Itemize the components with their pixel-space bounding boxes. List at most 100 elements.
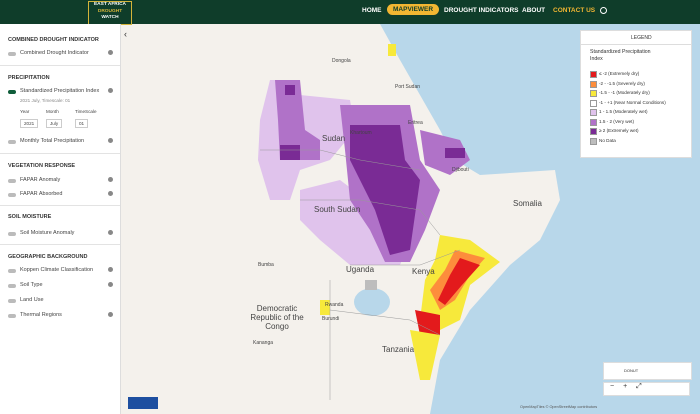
- nav-link[interactable]: ABOUT: [522, 7, 546, 14]
- info-icon[interactable]: [108, 88, 113, 93]
- info-icon[interactable]: [108, 267, 113, 272]
- map-label: Burundi: [322, 316, 340, 322]
- basemap-switcher[interactable]: DONUT: [603, 362, 692, 380]
- legend-label: -1.5 - -1 (Moderately dry): [599, 90, 650, 95]
- info-icon[interactable]: [108, 312, 113, 317]
- layer-name[interactable]: FAPAR Absorbed: [20, 191, 63, 197]
- layer-name[interactable]: Land Use: [20, 297, 44, 303]
- map-toolbar[interactable]: −+⤢: [603, 382, 690, 396]
- section-title: GEOGRAPHIC BACKGROUND: [8, 254, 88, 260]
- spi-cells: [258, 44, 500, 380]
- nav-link[interactable]: MAPVIEWER: [387, 4, 440, 15]
- logo[interactable]: EAST AFRICA DROUGHT WATCH: [88, 1, 132, 25]
- legend-label: ≤ -2 (Extremely dry): [599, 71, 640, 76]
- legend-swatch: [590, 137, 597, 145]
- layer-name[interactable]: Thermal Regions: [20, 312, 62, 318]
- legend-swatch: [590, 71, 597, 78]
- map-label: Kananga: [253, 340, 274, 346]
- sidebar: COMBINED DROUGHT INDICATOR Combined Drou…: [0, 24, 158, 414]
- toggle[interactable]: [8, 269, 16, 273]
- legend-label: -2 - -1.5 (Severely dry): [599, 80, 645, 86]
- legend-swatch: [590, 118, 597, 126]
- map-label: Kenya: [412, 267, 435, 276]
- map-label: Eritrea: [408, 120, 423, 126]
- info-icon[interactable]: [108, 50, 113, 55]
- toggle[interactable]: [8, 193, 16, 197]
- borders: [260, 149, 461, 400]
- layer-name[interactable]: Koppen Climate Classification: [20, 267, 94, 273]
- toggle[interactable]: [8, 314, 16, 318]
- divider: [0, 205, 120, 206]
- toggle[interactable]: [8, 299, 16, 303]
- legend-swatch: [590, 109, 597, 116]
- toggle[interactable]: [8, 140, 16, 144]
- select-label: Month: [46, 109, 59, 114]
- section-title: VEGETATION RESPONSE: [8, 163, 76, 169]
- legend-swatch: [590, 90, 597, 97]
- legend: LEGEND Standardized Precipitation Index …: [580, 30, 692, 158]
- map-label: Tanzania: [382, 345, 415, 354]
- layer-name[interactable]: Soil Moisture Anomaly: [20, 230, 75, 236]
- attribution: OpenMapTiles © OpenStreetMap contributor…: [520, 405, 598, 409]
- select-label: Year: [20, 109, 30, 114]
- toggle[interactable]: [8, 90, 16, 94]
- map-label: Khartoum: [350, 130, 372, 136]
- divider: [0, 65, 120, 66]
- map-label: Djibouti: [452, 167, 469, 173]
- layer-info: 2021 July, Timescale: 01: [20, 98, 71, 103]
- map-label: Dongola: [332, 58, 351, 64]
- layer-name[interactable]: Monthly Total Precipitation: [20, 138, 85, 144]
- info-icon[interactable]: [108, 191, 113, 196]
- toggle[interactable]: [8, 52, 16, 56]
- legend-swatch: [590, 80, 597, 88]
- map-label: Somalia: [513, 199, 542, 208]
- divider: [0, 153, 120, 154]
- legend-label: No Data: [599, 137, 616, 143]
- logo-line: WATCH: [101, 15, 119, 20]
- collapse-button[interactable]: ‹: [124, 29, 127, 39]
- toggle[interactable]: [8, 284, 16, 288]
- divider: [581, 44, 691, 45]
- divider: [0, 244, 120, 245]
- info-icon[interactable]: [108, 230, 113, 235]
- section-title: COMBINED DROUGHT INDICATOR: [8, 37, 99, 43]
- info-icon[interactable]: [108, 282, 113, 287]
- legend-label: -1 - +1 (Near Normal Conditions): [599, 99, 666, 105]
- select[interactable]: 01: [75, 119, 89, 128]
- info-icon[interactable]: [108, 138, 113, 143]
- select[interactable]: 2021: [20, 119, 39, 128]
- toggle[interactable]: [8, 232, 16, 236]
- map-label: Port Sudan: [395, 84, 421, 90]
- select[interactable]: July: [46, 119, 63, 128]
- layer-name[interactable]: FAPAR Anomaly: [20, 177, 61, 183]
- legend-label: 1.5 - 2 (Very wet): [599, 118, 634, 124]
- nav-link[interactable]: DROUGHT INDICATORS: [444, 7, 519, 14]
- layer-name[interactable]: Combined Drought Indicator: [20, 50, 89, 56]
- logo-line: EAST AFRICA: [93, 2, 127, 7]
- legend-swatch: [590, 128, 597, 135]
- info-icon[interactable]: [108, 177, 113, 182]
- legend-label: 1 - 1.5 (Moderately wet): [599, 109, 648, 114]
- map-label: Sudan: [322, 134, 346, 143]
- partner-logo: [128, 397, 158, 409]
- nav-link[interactable]: HOME: [362, 7, 382, 14]
- layer-name[interactable]: Standardized Precipitation Index: [20, 88, 100, 94]
- legend-title: Standardized Precipitation Index: [590, 49, 651, 62]
- nav-link[interactable]: CONTACT US: [553, 7, 596, 14]
- legend-label: ≥ 2 (Extremely wet): [599, 128, 639, 133]
- layer-name[interactable]: Soil Type: [20, 282, 43, 288]
- section-title: PRECIPITATION: [8, 75, 50, 81]
- toggle[interactable]: [8, 179, 16, 183]
- select-label: TimeScale: [75, 109, 97, 114]
- map-label: South Sudan: [314, 205, 361, 214]
- legend-heading: LEGEND: [631, 35, 652, 41]
- header: EAST AFRICA DROUGHT WATCH HOME MAPVIEWER…: [0, 0, 700, 25]
- map-label: Uganda: [346, 265, 375, 274]
- logo-line: DROUGHT: [97, 8, 123, 14]
- search-icon[interactable]: [600, 7, 607, 14]
- map-label: Rwanda: [325, 302, 344, 308]
- lake-victoria: [354, 288, 390, 316]
- map-label: Bumba: [258, 262, 274, 268]
